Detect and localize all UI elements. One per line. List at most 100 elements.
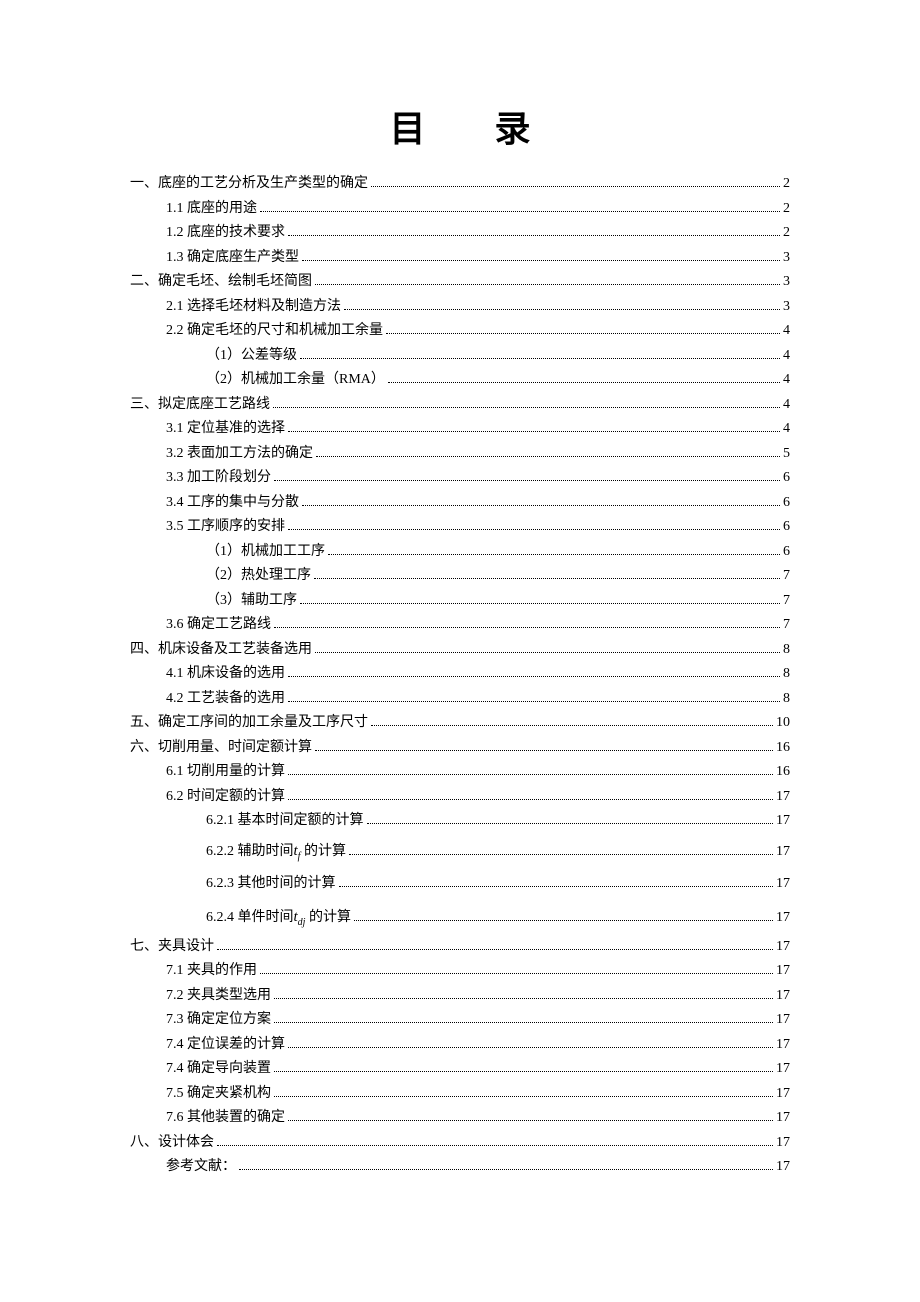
- toc-label: 7.1 夹具的作用: [166, 959, 257, 984]
- toc-dots: [274, 1022, 773, 1023]
- toc-page: 3: [783, 246, 790, 271]
- toc-dots: [300, 603, 780, 604]
- toc-dots: [315, 652, 780, 653]
- toc-entry: 4.1 机床设备的选用8: [130, 662, 790, 687]
- toc-page: 17: [776, 902, 790, 934]
- toc-page: 17: [776, 1106, 790, 1131]
- toc-label: 3.2 表面加工方法的确定: [166, 442, 313, 467]
- toc-label: 2.2 确定毛坯的尺寸和机械加工余量: [166, 319, 383, 344]
- toc-page: 17: [776, 1131, 790, 1156]
- toc-page: 3: [783, 295, 790, 320]
- toc-dots: [288, 235, 780, 236]
- toc-page: 17: [776, 1082, 790, 1107]
- toc-dots: [260, 973, 773, 974]
- toc-label: （2）机械加工余量（RMA）: [206, 368, 385, 393]
- toc-entry: （1）机械加工工序6: [130, 540, 790, 565]
- toc-page: 6: [783, 540, 790, 565]
- toc-dots: [388, 382, 780, 383]
- toc-entry: 3.1 定位基准的选择4: [130, 417, 790, 442]
- toc-entry: 7.6 其他装置的确定 17: [130, 1106, 790, 1131]
- toc-page: 6: [783, 466, 790, 491]
- toc-dots: [288, 799, 773, 800]
- toc-dots: [273, 407, 780, 408]
- toc-entry: 6.2 时间定额的计算17: [130, 785, 790, 810]
- toc-page: 4: [783, 319, 790, 344]
- toc-dots: [367, 823, 774, 824]
- toc-dots: [288, 701, 780, 702]
- toc-entry: 7.4 定位误差的计算17: [130, 1033, 790, 1058]
- toc-entry: 五、确定工序间的加工余量及工序尺寸10: [130, 711, 790, 736]
- toc-label: 参考文献：: [166, 1155, 236, 1180]
- toc-label: 八、设计体会: [130, 1131, 214, 1156]
- toc-dots: [274, 1071, 773, 1072]
- toc-page: 17: [776, 984, 790, 1009]
- toc-dots: [302, 505, 780, 506]
- toc-page: 5: [783, 442, 790, 467]
- toc-label: 1.2 底座的技术要求: [166, 221, 285, 246]
- toc-dots: [217, 949, 773, 950]
- toc-label: 五、确定工序间的加工余量及工序尺寸: [130, 711, 368, 736]
- toc-label: 7.3 确定定位方案: [166, 1008, 271, 1033]
- toc-page: 2: [783, 221, 790, 246]
- toc-page: 17: [776, 836, 790, 868]
- toc-page: 17: [776, 1008, 790, 1033]
- toc-dots: [239, 1169, 773, 1170]
- toc-entry: 四、机床设备及工艺装备选用 8: [130, 638, 790, 663]
- toc-page: 6: [783, 491, 790, 516]
- toc-entry: 3.5 工序顺序的安排6: [130, 515, 790, 540]
- toc-page: 7: [783, 564, 790, 589]
- toc-page: 17: [776, 959, 790, 984]
- toc-label: 七、夹具设计: [130, 935, 214, 960]
- toc-entry: （3）辅助工序7: [130, 589, 790, 614]
- toc-entry: 2.1 选择毛坯材料及制造方法3: [130, 295, 790, 320]
- toc-label: 6.2.1 基本时间定额的计算: [206, 809, 364, 834]
- toc-page: 4: [783, 393, 790, 418]
- toc-page: 2: [783, 197, 790, 222]
- toc-dots: [315, 750, 773, 751]
- toc-entry: 6.1 切削用量的计算 16: [130, 760, 790, 785]
- toc-dots: [288, 1047, 773, 1048]
- toc-entry: （1）公差等级4: [130, 344, 790, 369]
- toc-entry: 3.3 加工阶段划分6: [130, 466, 790, 491]
- toc-page: 7: [783, 589, 790, 614]
- toc-entry: 6.2.2 辅助时间tf 的计算17: [130, 834, 790, 869]
- toc-entry: （2）热处理工序 7: [130, 564, 790, 589]
- toc-entry: 七、夹具设计17: [130, 935, 790, 960]
- toc-dots: [302, 260, 780, 261]
- toc-entry: 6.2.3 其他时间的计算17: [130, 868, 790, 900]
- toc-entry: 4.2 工艺装备的选用8: [130, 687, 790, 712]
- toc-dots: [288, 676, 780, 677]
- toc-label: 1.1 底座的用途: [166, 197, 257, 222]
- toc-dots: [328, 554, 780, 555]
- toc-page: 6: [783, 515, 790, 540]
- toc-dots: [349, 854, 773, 855]
- toc-page: 17: [776, 868, 790, 900]
- toc-page: 4: [783, 368, 790, 393]
- toc-entry: 6.2.4 单件时间tdj 的计算17: [130, 900, 790, 935]
- toc-entry: 7.5 确定夹紧机构 17: [130, 1082, 790, 1107]
- toc-page: 8: [783, 638, 790, 663]
- toc-entry: 八、设计体会 17: [130, 1131, 790, 1156]
- toc-page: 4: [783, 344, 790, 369]
- toc-entry: 1.2 底座的技术要求 2: [130, 221, 790, 246]
- toc-label: 四、机床设备及工艺装备选用: [130, 638, 312, 663]
- toc-dots: [274, 627, 780, 628]
- toc-dots: [371, 186, 780, 187]
- toc-label: 7.4 确定导向装置: [166, 1057, 271, 1082]
- toc-label: 6.1 切削用量的计算: [166, 760, 285, 785]
- toc-entry: 二、确定毛坯、绘制毛坯简图3: [130, 270, 790, 295]
- toc-dots: [260, 211, 780, 212]
- toc-page: 17: [776, 1057, 790, 1082]
- toc-page: 16: [776, 736, 790, 761]
- toc-dots: [217, 1145, 773, 1146]
- toc-dots: [288, 774, 773, 775]
- toc-dots: [288, 431, 780, 432]
- toc-label: 1.3 确定底座生产类型: [166, 246, 299, 271]
- toc-dots: [300, 358, 780, 359]
- toc-label: 7.5 确定夹紧机构: [166, 1082, 271, 1107]
- toc-dots: [386, 333, 780, 334]
- toc-entry: 7.4 确定导向装置 17: [130, 1057, 790, 1082]
- toc-label: 7.6 其他装置的确定: [166, 1106, 285, 1131]
- toc-label: （2）热处理工序: [206, 564, 311, 589]
- toc-page: 16: [776, 760, 790, 785]
